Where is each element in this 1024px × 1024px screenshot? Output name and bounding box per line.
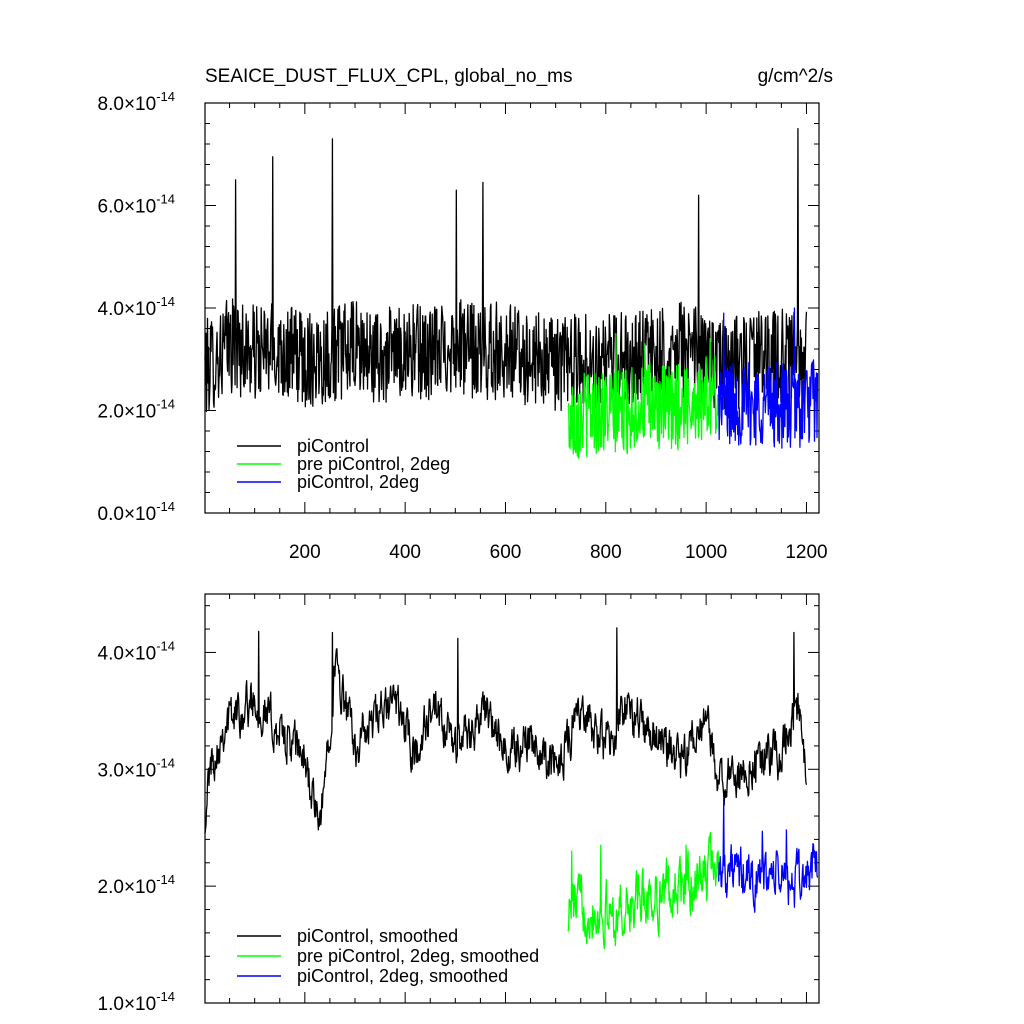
y-tick-exponent: -14	[156, 397, 175, 412]
legend-label: pre piControl, 2deg	[297, 454, 450, 474]
y-tick-label: 6.0×10-14	[98, 192, 175, 218]
panel-bottom: 1.0×10-14 2.0×10-14 3.0×10-14 4.0×10-14 piC…	[98, 593, 820, 1015]
legend-label: piControl, 2deg	[297, 472, 419, 492]
x-tick-label: 1200	[785, 542, 827, 563]
y-tick-label: 3.0×10-14	[98, 755, 175, 781]
y-tick-exponent: -14	[156, 294, 175, 309]
plot-frame	[204, 102, 820, 514]
legend-label: piControl, 2deg, smoothed	[297, 966, 508, 986]
y-tick-label: 0.0×10-14	[98, 499, 175, 525]
series-line	[567, 831, 720, 950]
y-tick-labels: 1.0×10-14 2.0×10-14 3.0×10-14 4.0×10-14	[98, 638, 175, 1015]
legend-label: pre piControl, 2deg, smoothed	[297, 946, 539, 966]
legend-label: piControl, smoothed	[297, 926, 458, 946]
y-tick-exponent: -14	[156, 192, 175, 207]
y-tick-exponent: -14	[156, 89, 175, 104]
y-tick-label: 4.0×10-14	[98, 294, 175, 320]
series-line	[718, 797, 819, 913]
y-tick-exponent: -14	[156, 499, 175, 514]
series-line	[567, 332, 720, 459]
y-tick-label: 2.0×10-14	[98, 397, 175, 423]
x-tick-labels: 200 400 600 800 1000 1200	[289, 542, 828, 563]
series-lines	[204, 627, 819, 950]
series-line	[204, 127, 808, 413]
panel-top: SEAICE_DUST_FLUX_CPL, global_no_ms g/cm^…	[98, 66, 833, 563]
series-line	[718, 307, 819, 449]
x-tick-label: 1000	[685, 542, 727, 563]
tick-marks	[205, 102, 819, 514]
chart-title: SEAICE_DUST_FLUX_CPL, global_no_ms	[205, 66, 573, 87]
y-tick-label: 1.0×10-14	[98, 989, 175, 1015]
y-tick-labels: 0.0×10-14 2.0×10-14 4.0×10-14 6.0×10-14 8.0×…	[98, 89, 175, 525]
y-tick-label: 2.0×10-14	[98, 872, 175, 898]
x-tick-label: 400	[389, 542, 421, 563]
y-tick-exponent: -14	[156, 872, 175, 887]
series-line	[204, 627, 808, 834]
y-tick-exponent: -14	[156, 989, 175, 1004]
units-label: g/cm^2/s	[758, 66, 833, 87]
legend-label: piControl	[297, 436, 369, 456]
y-tick-exponent: -14	[156, 638, 175, 653]
series-lines	[204, 127, 819, 459]
x-tick-label: 600	[490, 542, 522, 563]
x-tick-label: 800	[590, 542, 622, 563]
x-tick-label: 200	[289, 542, 321, 563]
y-tick-label: 4.0×10-14	[98, 638, 175, 664]
tick-marks	[205, 594, 819, 1004]
y-tick-label: 8.0×10-14	[98, 89, 175, 115]
plot-frame	[204, 593, 820, 1004]
y-tick-exponent: -14	[156, 755, 175, 770]
